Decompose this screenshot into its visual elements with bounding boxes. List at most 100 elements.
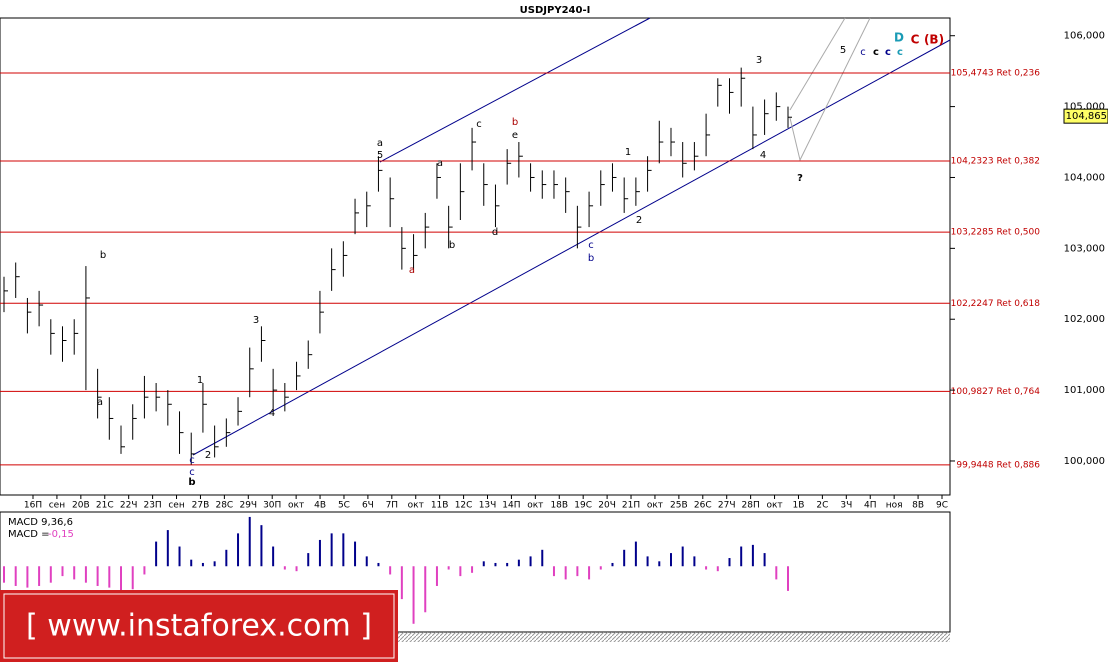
y-tick-label: 105,000 <box>1064 102 1105 113</box>
wave-label: a <box>377 138 383 149</box>
y-tick-label: 102,000 <box>1064 314 1105 325</box>
wave-label: d <box>492 227 498 238</box>
fib-label: 104,2323 Ret 0,382 <box>951 157 1040 167</box>
wave-label: b <box>100 250 106 261</box>
wave-label: ? <box>797 173 803 184</box>
x-tick-label: 2С <box>816 501 828 511</box>
macd-value: -0,15 <box>48 529 74 540</box>
x-tick-label: окт <box>647 501 663 511</box>
x-tick-label: 8В <box>912 501 924 511</box>
x-tick-label: 14П <box>502 501 520 511</box>
x-tick-label: 3Ч <box>840 501 852 511</box>
wave-label: 1 <box>625 147 631 158</box>
x-tick-label: окт <box>408 501 424 511</box>
wave-label: c <box>588 240 594 251</box>
wave-label: 3 <box>756 55 762 66</box>
fib-label: 105,4743 Ret 0,236 <box>951 68 1041 78</box>
x-tick-label: 4В <box>314 501 326 511</box>
x-tick-label: сен <box>49 501 65 511</box>
chart-title: USDJPY240-I <box>520 5 591 16</box>
y-tick-label: 101,000 <box>1064 385 1105 396</box>
wave-label: b <box>512 117 518 128</box>
logo-text: [ www.instaforex.com ] <box>26 609 372 644</box>
logo-border <box>3 593 395 659</box>
wave-label: b <box>188 477 195 488</box>
wave-label: c <box>873 47 879 58</box>
wave-label: a <box>409 265 415 276</box>
x-tick-label: 4П <box>864 501 877 511</box>
wave-label: e <box>512 130 518 141</box>
wave-label: 2 <box>205 450 211 461</box>
x-tick-label: 23П <box>143 501 161 511</box>
logo-box <box>0 590 398 662</box>
hatch-strip <box>0 632 950 642</box>
fib-label: 102,2247 Ret 0,618 <box>951 299 1041 309</box>
wave-label: c <box>860 47 866 58</box>
x-tick-label: 29Ч <box>239 501 257 511</box>
wave-label: 5 <box>377 150 383 161</box>
wave-label: 5 <box>840 45 846 56</box>
x-tick-label: 6Ч <box>362 501 374 511</box>
x-tick-label: 7П <box>386 501 399 511</box>
x-tick-label: 27В <box>192 501 210 511</box>
x-tick-label: 20В <box>72 501 90 511</box>
x-tick-label: окт <box>766 501 782 511</box>
fib-label: 103,2285 Ret 0,500 <box>951 228 1041 238</box>
y-tick-label: 100,000 <box>1064 456 1105 467</box>
y-tick-label: 103,000 <box>1064 243 1105 254</box>
wave-label: 1 <box>197 375 203 386</box>
x-tick-label: 25В <box>670 501 688 511</box>
x-tick-label: 5С <box>338 501 350 511</box>
wave-label: c <box>897 47 903 58</box>
x-tick-label: 11В <box>431 501 449 511</box>
wave-label: c <box>189 455 195 466</box>
channel-lower <box>192 39 951 456</box>
wave-label: D <box>894 31 904 45</box>
wave-label: 3 <box>253 315 259 326</box>
wave-label: a <box>97 397 103 408</box>
wave-label: c <box>476 119 482 130</box>
x-tick-label: окт <box>527 501 543 511</box>
wave-label: a <box>437 158 443 169</box>
y-tick-label: 104,000 <box>1064 172 1105 183</box>
wave-label: b <box>449 240 455 251</box>
x-tick-label: 28С <box>215 501 233 511</box>
x-tick-label: сен <box>168 501 184 511</box>
wave-label: c <box>885 47 891 58</box>
x-tick-label: 19С <box>574 501 592 511</box>
x-tick-label: 27Ч <box>718 501 736 511</box>
x-tick-label: 22Ч <box>120 501 138 511</box>
x-tick-label: ноя <box>886 501 903 511</box>
x-tick-label: 20Ч <box>598 501 616 511</box>
fib-label: 99,9448 Ret 0,886 <box>956 460 1040 470</box>
x-tick-label: 18В <box>550 501 568 511</box>
x-tick-label: 12С <box>455 501 473 511</box>
forecast-path <box>789 17 846 111</box>
macd-title: MACD 9,36,6 <box>8 517 73 528</box>
x-tick-label: 30П <box>263 501 281 511</box>
x-tick-label: 13Ч <box>479 501 497 511</box>
price-panel <box>0 17 951 496</box>
x-tick-label: 26С <box>694 501 712 511</box>
channel-upper <box>379 17 651 163</box>
macd-prefix: MACD = <box>8 529 50 540</box>
wave-label: 2 <box>636 215 642 226</box>
x-tick-label: 21С <box>96 501 114 511</box>
price-box <box>1063 108 1108 124</box>
wave-label: (B) <box>924 33 944 47</box>
wave-label: 4 <box>760 150 766 161</box>
fib-label: 100,9827 Ret 0,764 <box>951 387 1041 397</box>
x-tick-label: 9С <box>936 501 948 511</box>
y-tick-label: 106,000 <box>1064 31 1105 42</box>
x-tick-label: 16П <box>24 501 42 511</box>
x-tick-label: 28П <box>742 501 760 511</box>
wave-label: C <box>911 33 920 47</box>
price-label: 104,865 <box>1066 111 1107 122</box>
wave-label: c <box>189 467 195 478</box>
x-tick-label: 1В <box>793 501 805 511</box>
forecast-path <box>789 17 871 162</box>
wave-label: 4 <box>269 408 275 419</box>
x-tick-label: окт <box>288 501 304 511</box>
wave-label: b <box>588 253 594 264</box>
